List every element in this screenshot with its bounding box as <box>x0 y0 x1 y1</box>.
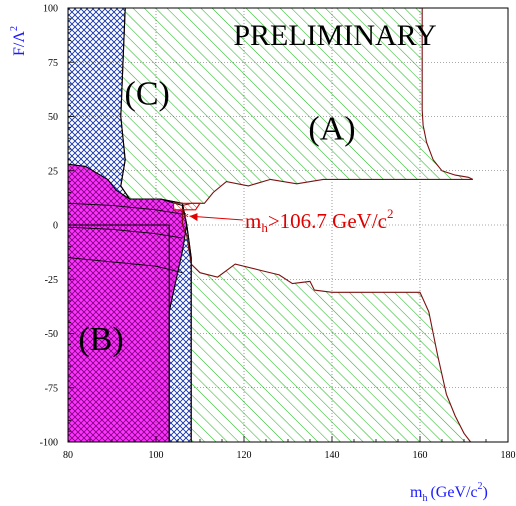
region-label-b: (B) <box>78 321 123 358</box>
y-tick-label: -25 <box>45 275 58 286</box>
y-tick-label: 25 <box>48 166 58 177</box>
region-limit-band-contour <box>173 202 202 211</box>
region-label-a: (A) <box>308 110 355 147</box>
x-tick-label: 160 <box>413 450 428 461</box>
watermark-preliminary: PRELIMINARY <box>233 19 436 52</box>
y-tick-label: -75 <box>45 383 58 394</box>
x-tick-label: 180 <box>501 450 516 461</box>
x-tick-label: 100 <box>149 450 164 461</box>
x-tick-label: 80 <box>63 450 73 461</box>
region-label-c: (C) <box>125 76 170 113</box>
x-tick-label: 140 <box>325 450 340 461</box>
annotation-arrowhead <box>189 213 198 222</box>
y-tick-label: 100 <box>43 4 58 15</box>
annotation-sup: 2 <box>387 206 394 221</box>
region-b-inner-contour <box>68 226 183 239</box>
x-axis-label: mh (GeV/c2) <box>410 481 488 504</box>
mass-limit-annotation: * mh>106.7 GeV/c2 <box>182 206 394 235</box>
limit-star-marker: * <box>182 211 189 226</box>
region-b-inner-contour <box>68 202 183 215</box>
y-axis-label: F/Λ2 <box>9 26 28 56</box>
svg-text:mh>106.7 GeV/c2: mh>106.7 GeV/c2 <box>245 206 394 235</box>
annotation-m: m <box>245 209 261 233</box>
x-tick-label: 120 <box>237 450 252 461</box>
y-tick-label: 0 <box>53 221 58 232</box>
annotation-arrow <box>189 215 244 221</box>
annotation-value: >106.7 GeV/c <box>268 209 387 233</box>
annotation-sub: h <box>261 220 268 235</box>
region-a-area <box>120 8 473 442</box>
region-b-inner-contour <box>68 257 183 274</box>
region-b-area-contour <box>68 163 188 442</box>
y-tick-label: -100 <box>40 438 58 449</box>
y-tick-label: 75 <box>48 58 58 69</box>
y-tick-label: -50 <box>45 329 58 340</box>
y-tick-label: 50 <box>48 112 58 123</box>
